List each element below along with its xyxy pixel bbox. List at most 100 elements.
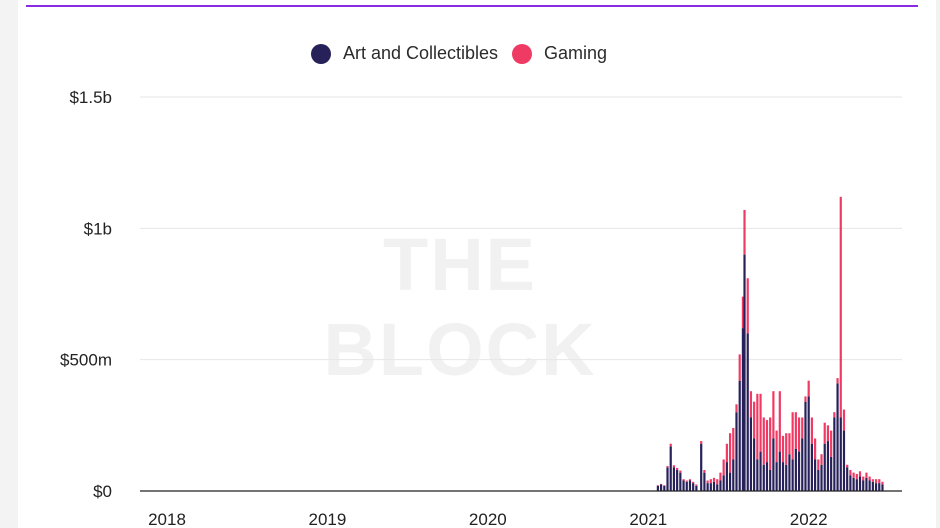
bar-art bbox=[788, 454, 791, 491]
bar-art bbox=[785, 464, 788, 491]
bar-gaming bbox=[695, 484, 698, 486]
bar-art bbox=[692, 483, 695, 491]
bar-gaming bbox=[685, 480, 688, 482]
bar-gaming bbox=[871, 479, 874, 482]
bar-gaming bbox=[785, 433, 788, 465]
bar-art bbox=[846, 467, 849, 491]
x-axis-ticks: 2018 2019 2020 2021 2022 bbox=[148, 510, 828, 528]
bar-art bbox=[772, 438, 775, 491]
bar-gaming bbox=[749, 391, 753, 418]
bar-art bbox=[746, 333, 749, 491]
bar-art bbox=[722, 475, 725, 491]
bar-gaming bbox=[762, 417, 765, 465]
bar-art bbox=[807, 396, 810, 491]
bar-gaming bbox=[874, 479, 878, 484]
bar-art bbox=[874, 483, 878, 491]
bar-gaming bbox=[703, 469, 706, 473]
bars bbox=[656, 196, 884, 491]
bar-gaming bbox=[801, 417, 804, 439]
bar-art bbox=[810, 443, 813, 491]
bar-art bbox=[858, 476, 862, 491]
bar-gaming bbox=[833, 412, 836, 418]
bar-art bbox=[725, 462, 728, 491]
bar-art bbox=[775, 462, 778, 491]
bar-art bbox=[759, 451, 762, 491]
bar-art bbox=[756, 459, 759, 491]
bar-art bbox=[769, 469, 772, 491]
bar-gaming bbox=[826, 425, 830, 442]
bar-art bbox=[849, 475, 852, 491]
bar-art bbox=[852, 477, 855, 491]
legend-label-art: Art and Collectibles bbox=[342, 43, 499, 63]
grid-lines bbox=[140, 96, 902, 361]
bar-art bbox=[804, 401, 807, 491]
y-axis-ticks: $0 $500m $1b $1.5b bbox=[60, 88, 112, 501]
bar-art bbox=[817, 469, 820, 491]
bar-art bbox=[881, 484, 884, 491]
bar-art bbox=[669, 446, 672, 491]
bar-gaming bbox=[878, 479, 881, 484]
legend-item-art[interactable]: Art and Collectibles bbox=[310, 43, 499, 64]
bar-art bbox=[823, 443, 826, 491]
bar-art bbox=[801, 438, 804, 491]
bar-art bbox=[868, 480, 871, 491]
bar-gaming bbox=[794, 412, 797, 449]
x-tick-label: 2020 bbox=[469, 510, 507, 528]
legend-dot-gaming bbox=[512, 43, 533, 64]
bar-gaming bbox=[756, 393, 759, 460]
bar-gaming bbox=[820, 454, 823, 465]
bar-art bbox=[836, 383, 839, 491]
bar-art bbox=[656, 485, 659, 491]
bar-art bbox=[794, 448, 797, 491]
bar-gaming bbox=[842, 409, 846, 431]
bar-gaming bbox=[679, 470, 682, 473]
bar-gaming bbox=[746, 278, 749, 334]
bar-art bbox=[741, 328, 745, 491]
bar-gaming bbox=[858, 471, 862, 477]
bar-art bbox=[735, 412, 738, 491]
bar-art bbox=[695, 485, 698, 491]
bar-gaming bbox=[682, 479, 685, 481]
bar-art bbox=[672, 467, 676, 491]
bar-art bbox=[706, 483, 709, 491]
bar-gaming bbox=[716, 479, 719, 485]
bar-art bbox=[842, 430, 846, 491]
bar-gaming bbox=[778, 391, 781, 452]
bar-art bbox=[826, 441, 830, 491]
bar-gaming bbox=[759, 393, 762, 452]
bar-gaming bbox=[817, 459, 820, 470]
bar-art bbox=[709, 483, 712, 491]
bar-gaming bbox=[672, 465, 676, 468]
bar-art bbox=[685, 481, 688, 491]
bar-gaming bbox=[881, 481, 884, 485]
bar-gaming bbox=[836, 378, 839, 384]
bar-art bbox=[797, 451, 801, 491]
bar-gaming bbox=[732, 427, 735, 460]
bar-gaming bbox=[743, 209, 746, 255]
x-tick-label: 2019 bbox=[309, 510, 347, 528]
bar-art bbox=[682, 480, 685, 491]
bar-gaming bbox=[725, 443, 728, 463]
bar-gaming bbox=[712, 477, 716, 482]
bar-gaming bbox=[663, 485, 666, 486]
bar-gaming bbox=[797, 417, 801, 452]
bar-art bbox=[878, 483, 881, 491]
legend-label-gaming: Gaming bbox=[544, 43, 608, 63]
bar-gaming bbox=[823, 422, 826, 444]
bar-art bbox=[666, 467, 669, 491]
bar-gaming bbox=[669, 443, 672, 447]
bar-art bbox=[820, 464, 823, 491]
bar-gaming bbox=[706, 480, 709, 484]
bar-gaming bbox=[676, 467, 679, 470]
bar-art bbox=[855, 479, 858, 491]
bar-gaming bbox=[862, 476, 865, 481]
bar-art bbox=[839, 417, 842, 491]
bar-art bbox=[749, 417, 753, 491]
bar-gaming bbox=[688, 479, 692, 481]
bar-gaming bbox=[753, 401, 756, 439]
bar-gaming bbox=[775, 430, 778, 463]
legend-item-gaming[interactable]: Gaming bbox=[512, 43, 607, 64]
bar-gaming bbox=[830, 430, 833, 457]
bar-art bbox=[700, 443, 703, 491]
